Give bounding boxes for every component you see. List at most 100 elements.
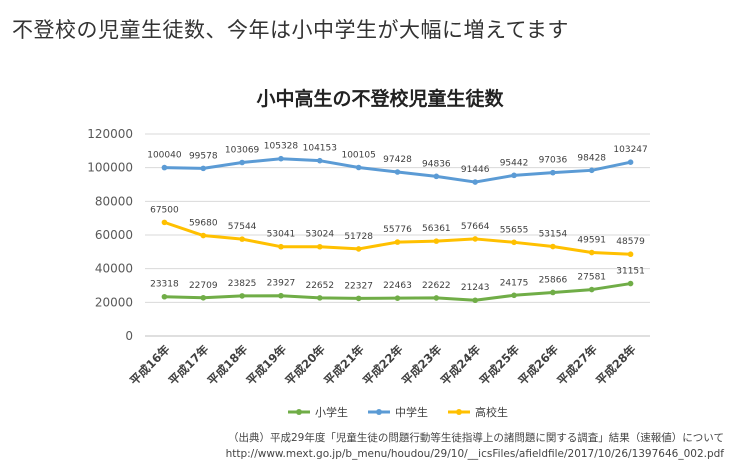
data-point <box>433 173 440 180</box>
data-point <box>355 295 362 302</box>
series-group: 23318 22709 23825 23927 22652 22327 22463 22622… <box>147 142 648 304</box>
x-tick-label: 平成16年 <box>127 342 173 388</box>
data-point <box>239 159 245 166</box>
y-tick-label: 80000 <box>95 194 133 208</box>
source-line: （出典）平成29年度「児童生徒の問題行動等生徒指導上の諸問題に関する調査」結果（… <box>227 432 724 444</box>
data-label: 48579 <box>616 237 645 247</box>
x-axis: 平成16年平成17年平成18年平成19年平成20年平成21年平成22年平成23年… <box>127 342 639 388</box>
y-tick-label: 60000 <box>95 228 133 242</box>
data-label: 51728 <box>344 232 373 242</box>
data-label: 91446 <box>461 165 490 175</box>
data-label: 22709 <box>189 281 218 291</box>
data-label: 27581 <box>577 273 606 283</box>
data-label: 23825 <box>228 279 257 289</box>
data-point <box>627 280 634 287</box>
data-label: 105328 <box>264 142 299 152</box>
source-citation: （出典）平成29年度「児童生徒の問題行動等生徒指導上の諸問題に関する調査」結果（… <box>124 430 724 462</box>
legend-marker <box>296 409 302 415</box>
data-point <box>472 236 478 242</box>
data-point <box>317 157 323 164</box>
y-tick-label: 40000 <box>95 262 133 276</box>
data-point <box>394 295 401 301</box>
legend-marker <box>376 409 382 415</box>
data-label: 98428 <box>577 153 606 163</box>
data-label: 104153 <box>303 144 337 154</box>
data-point <box>161 219 168 226</box>
data-label: 97036 <box>539 156 568 166</box>
y-tick-label: 100000 <box>87 161 133 175</box>
data-point <box>355 164 362 171</box>
series-0: 23318 22709 23825 23927 22652 22327 22463 22622… <box>150 267 645 304</box>
data-label: 53024 <box>305 230 334 240</box>
y-tick-label: 120000 <box>87 127 133 141</box>
data-point <box>433 295 440 301</box>
data-point <box>278 243 284 250</box>
data-label: 25866 <box>539 275 568 285</box>
data-label: 59680 <box>189 219 218 229</box>
data-point <box>433 238 440 244</box>
data-label: 53154 <box>539 230 568 240</box>
data-point <box>511 292 517 299</box>
x-tick-label: 平成26年 <box>515 342 561 388</box>
x-tick-label: 平成18年 <box>205 342 251 388</box>
legend-label: 中学生 <box>395 405 428 419</box>
page-heading: 不登校の児童生徒数、今年は小中学生が大幅に増えてます <box>12 18 569 42</box>
data-label: 100040 <box>147 151 182 161</box>
legend-item: 高校生 <box>448 405 508 419</box>
data-point <box>588 249 595 256</box>
data-point <box>588 167 595 174</box>
data-label: 95442 <box>500 158 529 168</box>
data-point <box>200 294 207 301</box>
data-label: 97428 <box>383 155 412 165</box>
data-point <box>472 179 478 185</box>
data-label: 57664 <box>461 222 490 232</box>
data-point <box>627 251 634 258</box>
data-label: 103247 <box>613 145 647 155</box>
series-1: 100040 99578 103069 105328 104153 100105 97428… <box>147 142 648 185</box>
data-label: 56361 <box>422 224 451 234</box>
source-url: http://www.mext.go.jp/b_menu/houdou/29/1… <box>225 448 724 460</box>
x-tick-label: 平成20年 <box>282 342 328 388</box>
data-label: 99578 <box>189 151 218 161</box>
x-tick-label: 平成24年 <box>438 342 484 388</box>
data-point <box>511 172 517 179</box>
legend-marker <box>456 409 462 415</box>
data-label: 31151 <box>616 267 645 277</box>
data-point <box>200 165 207 172</box>
data-label: 100105 <box>341 150 375 160</box>
data-label: 22327 <box>344 281 373 291</box>
data-point <box>161 293 168 300</box>
data-label: 23927 <box>267 279 296 289</box>
data-label: 22622 <box>422 281 451 291</box>
y-tick-label: 20000 <box>95 295 133 309</box>
legend-item: 小学生 <box>288 405 348 419</box>
x-tick-label: 平成25年 <box>477 342 523 388</box>
data-label: 53041 <box>267 230 296 240</box>
data-point <box>511 239 517 246</box>
data-point <box>317 295 323 301</box>
legend-label: 小学生 <box>315 405 348 419</box>
data-label: 67500 <box>150 205 179 215</box>
data-label: 24175 <box>500 278 529 288</box>
data-point <box>550 243 556 250</box>
legend: 小学生 中学生 高校生 <box>288 405 508 419</box>
x-tick-label: 平成17年 <box>166 342 212 388</box>
data-label: 22652 <box>305 281 334 291</box>
data-label: 55776 <box>383 225 412 235</box>
data-point <box>278 155 284 162</box>
data-label: 103069 <box>225 146 260 156</box>
x-tick-label: 平成19年 <box>243 342 289 388</box>
y-tick-label: 0 <box>125 329 133 343</box>
data-point <box>588 286 595 293</box>
x-tick-label: 平成27年 <box>554 342 600 388</box>
data-label: 57544 <box>228 222 257 232</box>
data-point <box>394 239 401 245</box>
x-tick-label: 平成21年 <box>321 342 367 388</box>
data-point <box>550 289 556 296</box>
data-point <box>317 243 323 250</box>
data-point <box>355 246 362 252</box>
data-label: 94836 <box>422 159 451 169</box>
chart-title: 小中高生の不登校児童生徒数 <box>256 87 504 110</box>
y-axis: 0 20000 40000 60000 80000 100000 120000 <box>87 127 133 343</box>
data-point <box>161 164 168 171</box>
